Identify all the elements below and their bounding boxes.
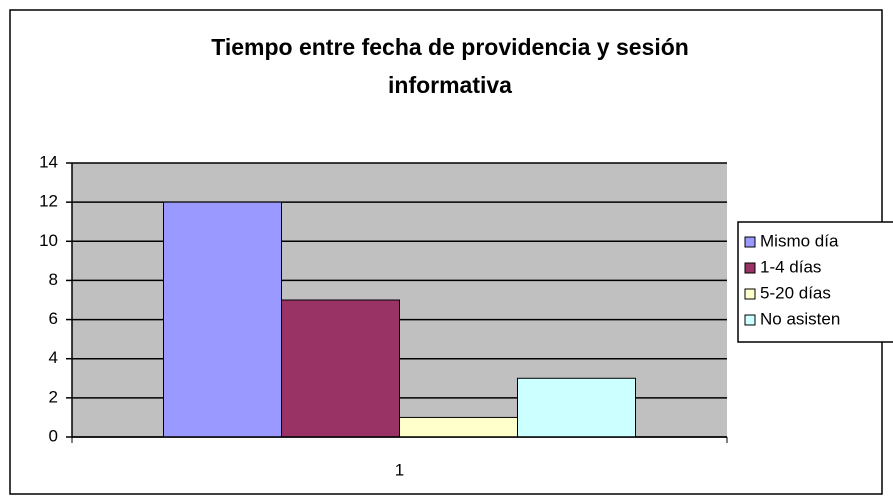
legend-swatch [744,236,756,248]
bar [163,201,282,438]
legend-box [737,221,893,343]
legend-label: 1-4 días [760,257,821,276]
legend-label: Mismo día [760,231,839,250]
y-tick-label: 6 [49,309,58,328]
y-tick-label: 0 [49,426,58,445]
bar [517,377,636,438]
x-tick-label: 1 [395,460,404,479]
legend-swatch [744,262,756,274]
y-tick-label: 12 [39,192,58,211]
chart-title: Tiempo entre fecha de providencia y sesi… [211,34,689,98]
legend-swatch [744,314,756,326]
legend-swatch [744,288,756,300]
y-tick-label: 14 [39,152,58,171]
y-tick-label: 8 [49,270,58,289]
legend-label: 5-20 días [760,283,831,302]
y-tick-label: 10 [39,231,58,250]
bar [399,416,518,438]
bar [281,299,400,438]
y-tick-label: 2 [49,387,58,406]
legend-label: No asisten [760,309,840,328]
y-tick-label: 4 [49,348,58,367]
